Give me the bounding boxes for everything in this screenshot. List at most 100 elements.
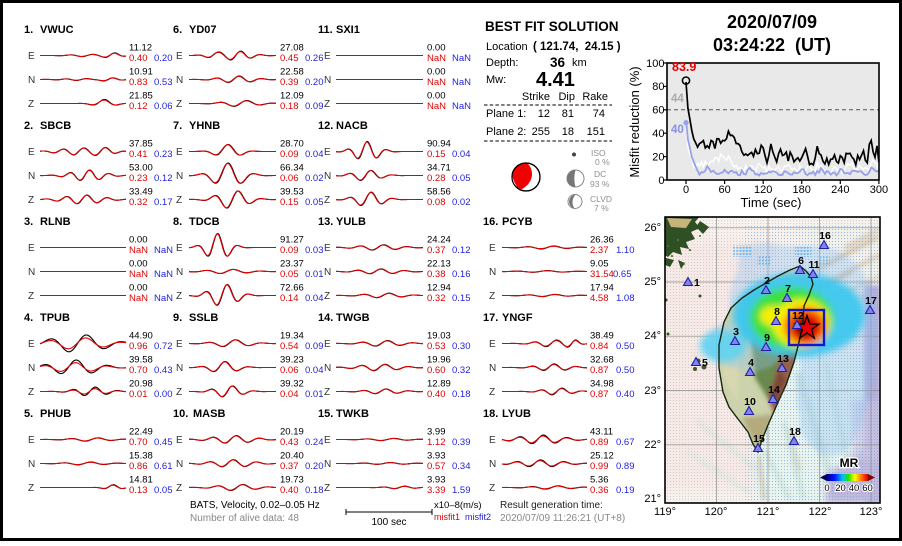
svg-text:0.41: 0.41: [129, 149, 148, 160]
svg-text:0.89: 0.89: [590, 437, 609, 448]
svg-text:13.: 13.: [318, 216, 333, 228]
svg-text:BATS, Velocity, 0.02–0.05 Hz: BATS, Velocity, 0.02–0.05 Hz: [190, 500, 320, 511]
svg-text:E: E: [28, 435, 35, 446]
svg-text:NaN: NaN: [452, 77, 471, 88]
svg-text:0.70: 0.70: [129, 437, 148, 448]
svg-text:0.00: 0.00: [129, 283, 148, 294]
svg-text:5.36: 5.36: [590, 475, 609, 486]
svg-text:33.49: 33.49: [129, 187, 153, 198]
svg-text:0.01: 0.01: [305, 269, 324, 280]
svg-text:1.: 1.: [24, 24, 33, 36]
svg-text:NaN: NaN: [427, 77, 446, 88]
svg-text:93 %: 93 %: [590, 179, 610, 189]
svg-text:11: 11: [808, 259, 819, 271]
svg-text:misfit2: misfit2: [465, 512, 491, 522]
svg-text:0.67: 0.67: [616, 437, 635, 448]
svg-text:Plane 2:: Plane 2:: [486, 126, 526, 138]
svg-text:E: E: [28, 339, 35, 350]
svg-text:0.06: 0.06: [280, 173, 299, 184]
svg-text:8.: 8.: [173, 216, 182, 228]
svg-text:YNGF: YNGF: [502, 312, 533, 324]
svg-text:16.: 16.: [483, 216, 498, 228]
svg-text:19.73: 19.73: [280, 475, 304, 486]
svg-text:CLVD: CLVD: [590, 194, 612, 204]
svg-text:N: N: [324, 75, 331, 86]
svg-text:14.: 14.: [318, 312, 333, 324]
svg-text:Z: Z: [176, 291, 182, 302]
svg-text:28.70: 28.70: [280, 139, 304, 150]
svg-text:0.24: 0.24: [305, 437, 324, 448]
svg-text:NaN: NaN: [427, 53, 446, 64]
svg-text:Z: Z: [324, 195, 330, 206]
svg-text:03:24:22 (UT): 03:24:22 (UT): [713, 35, 831, 55]
svg-text:91.27: 91.27: [280, 235, 304, 246]
svg-text:10: 10: [744, 396, 756, 408]
svg-text:81: 81: [562, 108, 574, 120]
svg-text:22.49: 22.49: [129, 427, 153, 438]
svg-text:180: 180: [793, 184, 811, 196]
svg-text:90.94: 90.94: [427, 139, 451, 150]
svg-text:E: E: [489, 435, 496, 446]
svg-text:13: 13: [777, 353, 789, 365]
svg-text:E: E: [324, 435, 331, 446]
svg-text:BEST FIT SOLUTION: BEST FIT SOLUTION: [485, 19, 619, 34]
svg-text:km: km: [572, 57, 587, 69]
svg-text:Z: Z: [176, 387, 182, 398]
svg-text:E: E: [489, 339, 496, 350]
svg-text:38.49: 38.49: [590, 331, 614, 342]
svg-text:0.39: 0.39: [452, 437, 471, 448]
svg-text:2020/07/09: 2020/07/09: [727, 12, 817, 32]
svg-text:58.56: 58.56: [427, 187, 451, 198]
svg-text:0.15: 0.15: [280, 197, 299, 208]
svg-text:39.53: 39.53: [280, 187, 304, 198]
svg-text:N: N: [324, 459, 331, 470]
svg-text:60: 60: [718, 184, 730, 196]
svg-text:23.37: 23.37: [280, 259, 304, 270]
svg-text:SSLB: SSLB: [189, 312, 218, 324]
svg-text:0.00: 0.00: [427, 43, 446, 54]
svg-text:0.09: 0.09: [280, 245, 299, 256]
svg-text:0.12: 0.12: [129, 101, 148, 112]
svg-text:E: E: [28, 51, 35, 62]
svg-text:E: E: [489, 243, 496, 254]
svg-text:0.83: 0.83: [129, 77, 148, 88]
svg-text:N: N: [489, 267, 496, 278]
svg-text:E: E: [176, 243, 183, 254]
svg-text:255: 255: [532, 126, 550, 138]
svg-text:10.: 10.: [173, 408, 188, 420]
svg-text:31.54: 31.54: [590, 269, 614, 280]
svg-text:7: 7: [785, 283, 791, 295]
svg-text:E: E: [176, 435, 183, 446]
svg-text:E: E: [176, 51, 183, 62]
svg-text:39.32: 39.32: [280, 379, 304, 390]
svg-text:0.57: 0.57: [427, 461, 446, 472]
svg-text:Z: Z: [176, 483, 182, 494]
svg-text:0.08: 0.08: [427, 197, 446, 208]
svg-text:Depth:: Depth:: [486, 57, 518, 69]
svg-text:19.03: 19.03: [427, 331, 451, 342]
svg-text:N: N: [176, 267, 183, 278]
svg-text:0.06: 0.06: [154, 101, 173, 112]
svg-text:0.40: 0.40: [129, 53, 148, 64]
svg-text:20: 20: [652, 151, 664, 163]
svg-text:E: E: [28, 243, 35, 254]
svg-text:0.37: 0.37: [280, 461, 299, 472]
svg-text:119°: 119°: [654, 506, 676, 518]
svg-text:20.98: 20.98: [129, 379, 153, 390]
svg-text:2: 2: [764, 275, 770, 287]
svg-text:39.58: 39.58: [129, 355, 153, 366]
svg-text:0.45: 0.45: [280, 53, 299, 64]
svg-text:60: 60: [862, 483, 873, 494]
svg-text:0.18: 0.18: [452, 389, 471, 400]
svg-text:0.99: 0.99: [590, 461, 609, 472]
svg-text:18: 18: [562, 126, 574, 138]
svg-text:14: 14: [768, 384, 780, 396]
svg-text:PHUB: PHUB: [40, 408, 71, 420]
svg-text:NaN: NaN: [154, 269, 173, 280]
svg-text:N: N: [28, 267, 35, 278]
svg-text:SBCB: SBCB: [40, 120, 71, 132]
svg-text:19.34: 19.34: [280, 331, 304, 342]
svg-text:MR: MR: [840, 456, 859, 470]
svg-text:39.23: 39.23: [280, 355, 304, 366]
svg-text:0.02: 0.02: [452, 197, 471, 208]
